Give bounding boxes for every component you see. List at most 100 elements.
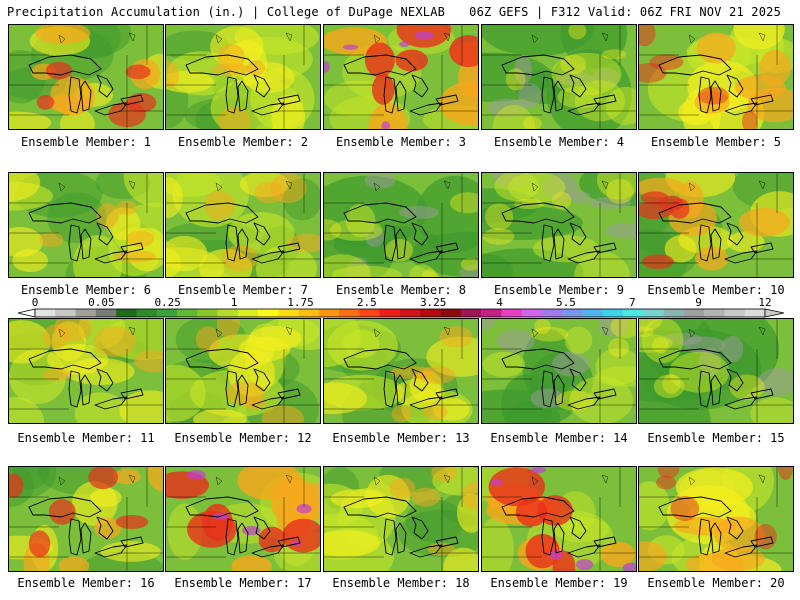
member-label: Ensemble Member: 2 [177, 135, 309, 149]
colorbar-swatch [704, 309, 725, 317]
ensemble-map-panel [165, 318, 321, 424]
colorbar-swatch [258, 309, 279, 317]
colorbar-swatch [359, 309, 381, 317]
colorbar-swatch [278, 309, 299, 317]
colorbar-swatch [298, 309, 320, 317]
colorbar-swatch [176, 309, 198, 317]
precip-map [639, 25, 793, 129]
ensemble-map-panel [323, 466, 479, 572]
colorbar-right-arrow [764, 308, 785, 318]
map-title: Precipitation Accumulation (in.) | Colle… [7, 5, 446, 19]
member-label: Ensemble Member: 18 [332, 576, 470, 590]
colorbar-tick-label: 5.5 [556, 296, 576, 309]
member-label: Ensemble Member: 13 [332, 431, 470, 445]
member-label: Ensemble Member: 1 [20, 135, 152, 149]
precip-map [166, 173, 320, 277]
colorbar-tick-label: 1 [231, 296, 238, 309]
colorbar-swatch [339, 309, 360, 317]
colorbar-swatch [379, 309, 401, 317]
precip-map [166, 467, 320, 571]
colorbar-swatch [440, 309, 462, 317]
colorbar-swatch [643, 309, 664, 317]
colorbar-tick-label: 0 [32, 296, 39, 309]
member-label: Ensemble Member: 12 [174, 431, 312, 445]
ensemble-map-panel [638, 172, 794, 278]
colorbar-swatch [623, 309, 644, 317]
precip-map [482, 173, 636, 277]
colorbar-left-arrow [17, 308, 36, 318]
member-label: Ensemble Member: 14 [490, 431, 628, 445]
precip-map [482, 467, 636, 571]
precip-map [166, 25, 320, 129]
precip-map [9, 173, 163, 277]
colorbar-swatch [116, 309, 137, 317]
colorbar-swatch [237, 309, 259, 317]
colorbar-swatch [95, 309, 117, 317]
colorbar-tick-label: 0.25 [154, 296, 181, 309]
precip-map [9, 319, 163, 423]
colorbar-tick-label: 1.75 [287, 296, 314, 309]
colorbar-swatch [55, 309, 76, 317]
colorbar-tick-label: 3.25 [420, 296, 447, 309]
member-label: Ensemble Member: 4 [493, 135, 625, 149]
precip-map [166, 319, 320, 423]
precip-map [482, 319, 636, 423]
colorbar-swatch [602, 309, 624, 317]
colorbar-tick-label: 12 [758, 296, 771, 309]
member-label: Ensemble Member: 6 [20, 283, 152, 297]
ensemble-map-panel [481, 24, 637, 130]
colorbar-tick-label: 0.05 [88, 296, 115, 309]
member-label: Ensemble Member: 9 [493, 283, 625, 297]
ensemble-map-panel [481, 318, 637, 424]
run-info: 06Z GEFS | F312 Valid: 06Z FRI NOV 21 20… [469, 5, 781, 19]
member-label: Ensemble Member: 11 [17, 431, 155, 445]
ensemble-map-panel [638, 318, 794, 424]
precip-map [324, 467, 478, 571]
colorbar-swatch [217, 309, 239, 317]
colorbar-swatch [156, 309, 178, 317]
colorbar-swatch [35, 309, 56, 317]
colorbar-swatch [683, 309, 705, 317]
precip-map [639, 467, 793, 571]
colorbar-swatch [582, 309, 604, 317]
precip-map [9, 25, 163, 129]
colorbar-tick-label: 9 [695, 296, 702, 309]
colorbar-swatch [481, 309, 502, 317]
ensemble-map-panel [165, 24, 321, 130]
colorbar-swatch [318, 309, 340, 317]
member-label: Ensemble Member: 3 [335, 135, 467, 149]
colorbar-swatch [663, 309, 685, 317]
colorbar-swatch [501, 309, 522, 317]
member-label: Ensemble Member: 20 [647, 576, 785, 590]
member-label: Ensemble Member: 10 [647, 283, 785, 297]
precip-map [482, 25, 636, 129]
colorbar-swatch [562, 309, 583, 317]
ensemble-map-panel [165, 466, 321, 572]
precip-map [9, 467, 163, 571]
member-label: Ensemble Member: 7 [177, 283, 309, 297]
ensemble-map-panel [165, 172, 321, 278]
precip-map [324, 25, 478, 129]
colorbar-swatch [521, 309, 543, 317]
ensemble-map-panel [8, 318, 164, 424]
ensemble-map-panel [323, 172, 479, 278]
member-label: Ensemble Member: 5 [650, 135, 782, 149]
colorbar-swatch [541, 309, 563, 317]
colorbar-swatch [460, 309, 482, 317]
member-label: Ensemble Member: 16 [17, 576, 155, 590]
ensemble-map-panel [323, 24, 479, 130]
colorbar-swatch [420, 309, 441, 317]
colorbar-tick-label: 7 [629, 296, 636, 309]
ensemble-map-panel [323, 318, 479, 424]
colorbar-swatch [744, 309, 766, 317]
member-label: Ensemble Member: 17 [174, 576, 312, 590]
precip-map [324, 319, 478, 423]
colorbar-swatch [197, 309, 218, 317]
precip-colorbar: 0 0.05 0.25 1 1.75 2.5 3.25 4 5.5 7 9 12 [17, 296, 785, 318]
precip-map [639, 319, 793, 423]
ensemble-map-panel [8, 24, 164, 130]
colorbar-swatch [400, 309, 421, 317]
ensemble-map-panel [8, 466, 164, 572]
member-label: Ensemble Member: 19 [490, 576, 628, 590]
precip-map [324, 173, 478, 277]
